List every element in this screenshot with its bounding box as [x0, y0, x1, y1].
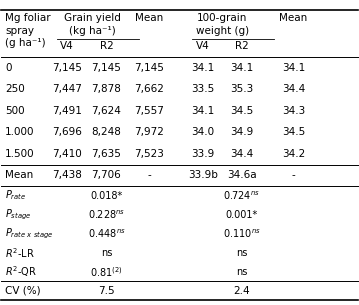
Text: Mg foliar: Mg foliar	[5, 13, 51, 23]
Text: $R^2$-LR: $R^2$-LR	[5, 246, 35, 260]
Text: 7,624: 7,624	[92, 106, 121, 116]
Text: 34.1: 34.1	[191, 106, 214, 116]
Text: R2: R2	[235, 41, 249, 51]
Text: Grain yield: Grain yield	[64, 13, 121, 23]
Text: 0.018*: 0.018*	[90, 191, 123, 201]
Text: (kg ha⁻¹): (kg ha⁻¹)	[69, 26, 116, 36]
Text: 0: 0	[5, 63, 11, 73]
Text: spray: spray	[5, 26, 34, 36]
Text: 0.724$^{ns}$: 0.724$^{ns}$	[223, 189, 260, 202]
Text: 0.001*: 0.001*	[226, 210, 258, 220]
Text: ns: ns	[101, 248, 112, 258]
Text: Mean: Mean	[5, 170, 33, 180]
Text: 0.81$^{(2)}$: 0.81$^{(2)}$	[90, 265, 123, 279]
Text: 8,248: 8,248	[92, 127, 121, 137]
Text: 0.110$^{ns}$: 0.110$^{ns}$	[223, 228, 261, 240]
Text: 7,523: 7,523	[134, 149, 164, 159]
Text: weight (g): weight (g)	[196, 26, 249, 36]
Text: $P_{rate}$: $P_{rate}$	[5, 189, 26, 203]
Text: 1.000: 1.000	[5, 127, 34, 137]
Text: 34.1: 34.1	[282, 63, 305, 73]
Text: 7,145: 7,145	[92, 63, 121, 73]
Text: 34.0: 34.0	[191, 127, 214, 137]
Text: (g ha⁻¹): (g ha⁻¹)	[5, 38, 46, 48]
Text: ns: ns	[236, 248, 247, 258]
Text: 2.4: 2.4	[233, 286, 250, 296]
Text: 7,662: 7,662	[134, 84, 164, 95]
Text: 34.5: 34.5	[282, 127, 305, 137]
Text: 34.9: 34.9	[230, 127, 253, 137]
Text: 33.5: 33.5	[191, 84, 214, 95]
Text: 7,447: 7,447	[52, 84, 82, 95]
Text: 33.9: 33.9	[191, 149, 214, 159]
Text: ns: ns	[236, 267, 247, 277]
Text: 7,145: 7,145	[134, 63, 164, 73]
Text: 7,696: 7,696	[52, 127, 82, 137]
Text: 500: 500	[5, 106, 24, 116]
Text: 34.3: 34.3	[282, 106, 305, 116]
Text: -: -	[292, 170, 295, 180]
Text: 34.6a: 34.6a	[227, 170, 257, 180]
Text: V4: V4	[196, 41, 210, 51]
Text: Mean: Mean	[279, 13, 308, 23]
Text: 0.228$^{ns}$: 0.228$^{ns}$	[88, 208, 125, 221]
Text: 7,491: 7,491	[52, 106, 82, 116]
Text: 100-grain: 100-grain	[197, 13, 247, 23]
Text: 34.4: 34.4	[282, 84, 305, 95]
Text: 34.1: 34.1	[230, 63, 253, 73]
Text: V4: V4	[60, 41, 74, 51]
Text: 0.448$^{ns}$: 0.448$^{ns}$	[88, 228, 125, 240]
Text: $P_{stage}$: $P_{stage}$	[5, 207, 32, 222]
Text: $R^2$-QR: $R^2$-QR	[5, 264, 37, 279]
Text: 7,972: 7,972	[134, 127, 164, 137]
Text: 34.5: 34.5	[230, 106, 253, 116]
Text: 34.4: 34.4	[230, 149, 253, 159]
Text: 250: 250	[5, 84, 25, 95]
Text: 7,438: 7,438	[52, 170, 82, 180]
Text: -: -	[147, 170, 151, 180]
Text: $P_{rate\ x\ stage}$: $P_{rate\ x\ stage}$	[5, 226, 54, 241]
Text: 1.500: 1.500	[5, 149, 34, 159]
Text: 7.5: 7.5	[98, 286, 115, 296]
Text: 7,145: 7,145	[52, 63, 82, 73]
Text: Mean: Mean	[135, 13, 163, 23]
Text: 7,706: 7,706	[92, 170, 121, 180]
Text: 35.3: 35.3	[230, 84, 253, 95]
Text: R2: R2	[99, 41, 113, 51]
Text: 7,410: 7,410	[52, 149, 82, 159]
Text: 7,878: 7,878	[92, 84, 121, 95]
Text: 34.1: 34.1	[191, 63, 214, 73]
Text: 7,635: 7,635	[92, 149, 121, 159]
Text: 7,557: 7,557	[134, 106, 164, 116]
Text: 34.2: 34.2	[282, 149, 305, 159]
Text: CV (%): CV (%)	[5, 286, 41, 296]
Text: 33.9b: 33.9b	[188, 170, 218, 180]
